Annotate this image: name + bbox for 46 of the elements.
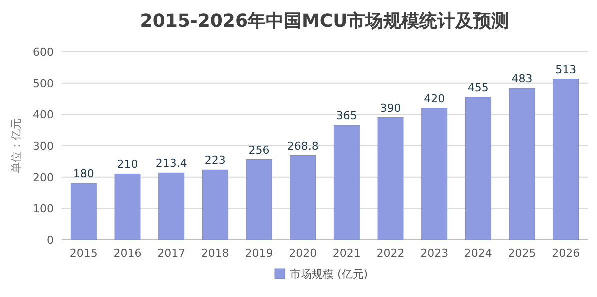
x-tick-label: 2023 — [420, 247, 449, 260]
data-label: 223 — [204, 154, 226, 168]
data-label: 483 — [512, 72, 533, 86]
bar — [553, 79, 580, 240]
x-tick-label: 2021 — [332, 247, 361, 260]
x-tick-label: 2022 — [376, 247, 405, 260]
y-tick-label: 500 — [33, 77, 54, 90]
bar — [246, 160, 272, 240]
bar — [290, 156, 316, 240]
bar — [509, 88, 536, 240]
x-tick-label: 2016 — [114, 247, 142, 260]
chart-title: 2015-2026年中国MCU市场规模统计及预测 — [140, 11, 510, 32]
bar — [334, 125, 360, 240]
bar — [70, 183, 97, 240]
data-label: 420 — [424, 92, 446, 106]
x-tick-label: 2025 — [508, 247, 536, 260]
y-tick-label: 0 — [47, 234, 54, 247]
y-tick-label: 100 — [33, 202, 54, 216]
data-label: 365 — [336, 110, 358, 123]
bar — [158, 172, 185, 240]
x-tick-label: 2017 — [158, 247, 186, 260]
bar — [422, 108, 448, 240]
legend-label: 市场规模 (亿元) — [290, 268, 368, 281]
bar — [465, 97, 492, 240]
data-label: 390 — [380, 102, 402, 115]
data-label: 210 — [117, 158, 138, 172]
y-tick-label: 200 — [33, 171, 54, 184]
y-axis-title: 单位：亿元 — [10, 118, 23, 174]
x-tick-label: 2015 — [70, 247, 98, 260]
bar — [378, 118, 404, 240]
x-tick-label: 2019 — [245, 247, 274, 260]
data-label: 256 — [248, 144, 270, 157]
data-label: 513 — [556, 63, 577, 76]
data-label: 268.8 — [287, 140, 319, 153]
bar — [114, 174, 141, 240]
data-label: 455 — [468, 81, 489, 94]
y-tick-label: 300 — [33, 140, 54, 153]
bar — [202, 170, 228, 240]
x-tick-label: 2026 — [552, 247, 580, 260]
x-tick-label: 2018 — [201, 247, 230, 260]
y-tick-label: 600 — [33, 46, 54, 59]
x-tick-label: 2024 — [464, 247, 492, 260]
x-tick-label: 2020 — [289, 247, 318, 260]
y-tick-label: 400 — [33, 108, 54, 122]
data-label: 213.4 — [156, 157, 188, 170]
data-label: 180 — [73, 168, 94, 181]
